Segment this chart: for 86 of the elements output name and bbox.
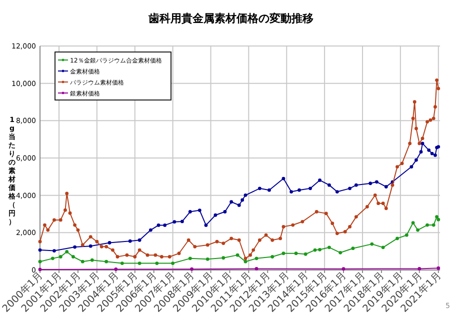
point xyxy=(223,210,227,214)
point xyxy=(384,185,388,188)
point xyxy=(80,260,84,264)
point xyxy=(120,262,124,265)
point xyxy=(348,186,352,190)
point xyxy=(416,228,420,232)
point xyxy=(50,256,54,260)
point xyxy=(318,178,322,182)
point xyxy=(318,248,322,252)
point xyxy=(420,142,424,146)
point xyxy=(354,183,358,187)
point xyxy=(313,248,317,252)
point xyxy=(432,223,436,227)
point xyxy=(206,257,210,261)
point xyxy=(114,268,118,271)
point xyxy=(236,253,240,257)
point xyxy=(254,256,258,260)
point xyxy=(374,180,378,184)
point xyxy=(436,266,440,270)
point xyxy=(351,246,355,250)
point xyxy=(298,188,301,192)
point xyxy=(38,260,42,264)
point xyxy=(244,193,248,197)
point xyxy=(419,150,423,154)
point xyxy=(410,165,414,168)
point xyxy=(396,236,399,240)
point xyxy=(282,252,286,256)
point xyxy=(435,215,438,218)
point xyxy=(381,246,385,250)
point xyxy=(328,246,331,250)
point xyxy=(138,262,142,265)
point xyxy=(308,186,312,190)
point xyxy=(138,238,142,242)
point xyxy=(88,244,92,248)
point xyxy=(436,218,440,222)
point xyxy=(58,255,62,258)
point xyxy=(108,241,112,244)
point xyxy=(368,182,372,186)
point xyxy=(190,267,194,271)
point xyxy=(52,249,56,252)
point xyxy=(128,239,132,243)
point xyxy=(240,198,244,202)
point xyxy=(237,204,241,207)
point xyxy=(171,262,174,265)
point xyxy=(294,252,298,256)
point xyxy=(156,224,160,227)
point xyxy=(434,154,437,157)
point xyxy=(148,228,152,232)
point xyxy=(204,224,208,227)
point xyxy=(254,266,258,270)
point xyxy=(268,188,271,192)
point xyxy=(104,260,108,264)
point xyxy=(418,266,422,270)
point xyxy=(328,183,331,187)
point xyxy=(370,242,374,246)
point xyxy=(244,260,248,264)
point xyxy=(188,256,192,260)
point xyxy=(180,220,184,224)
point xyxy=(270,255,274,258)
point xyxy=(230,200,234,204)
point xyxy=(290,190,294,194)
point xyxy=(65,250,69,254)
point xyxy=(71,255,75,258)
point xyxy=(335,190,339,194)
point xyxy=(214,213,218,217)
point xyxy=(430,152,434,156)
point xyxy=(414,158,418,162)
point xyxy=(198,208,202,212)
point xyxy=(188,210,192,214)
point xyxy=(282,176,286,180)
point xyxy=(411,221,415,224)
point xyxy=(338,250,342,254)
point xyxy=(404,233,408,237)
point xyxy=(427,148,431,152)
point xyxy=(304,252,308,256)
point xyxy=(426,223,429,227)
point xyxy=(73,245,76,249)
point xyxy=(222,256,226,260)
point xyxy=(172,220,176,224)
point xyxy=(90,258,94,262)
point xyxy=(38,248,42,252)
point xyxy=(342,267,346,271)
point xyxy=(155,262,159,265)
chart-title: 歯科用貴金属素材価格の変動推移 xyxy=(148,12,314,25)
point xyxy=(258,186,262,190)
point xyxy=(163,224,167,227)
